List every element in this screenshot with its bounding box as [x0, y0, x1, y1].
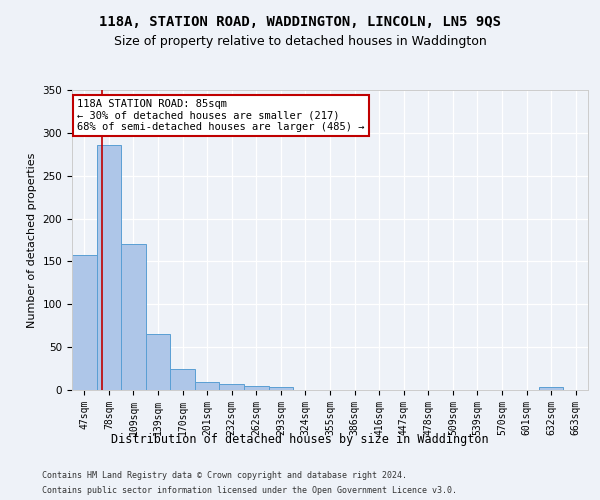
- Bar: [269, 386, 293, 390]
- Text: Contains HM Land Registry data © Crown copyright and database right 2024.: Contains HM Land Registry data © Crown c…: [42, 471, 407, 480]
- Text: 118A, STATION ROAD, WADDINGTON, LINCOLN, LN5 9QS: 118A, STATION ROAD, WADDINGTON, LINCOLN,…: [99, 15, 501, 29]
- Bar: [146, 334, 170, 390]
- Bar: [121, 244, 146, 390]
- Text: Size of property relative to detached houses in Waddington: Size of property relative to detached ho…: [113, 35, 487, 48]
- Text: Contains public sector information licensed under the Open Government Licence v3: Contains public sector information licen…: [42, 486, 457, 495]
- Bar: [195, 382, 220, 390]
- Bar: [72, 256, 97, 390]
- Text: 118A STATION ROAD: 85sqm
← 30% of detached houses are smaller (217)
68% of semi-: 118A STATION ROAD: 85sqm ← 30% of detach…: [77, 99, 365, 132]
- Text: Distribution of detached houses by size in Waddington: Distribution of detached houses by size …: [111, 432, 489, 446]
- Bar: [97, 145, 121, 390]
- Y-axis label: Number of detached properties: Number of detached properties: [27, 152, 37, 328]
- Bar: [244, 386, 269, 390]
- Bar: [539, 386, 563, 390]
- Bar: [220, 384, 244, 390]
- Bar: [170, 368, 195, 390]
